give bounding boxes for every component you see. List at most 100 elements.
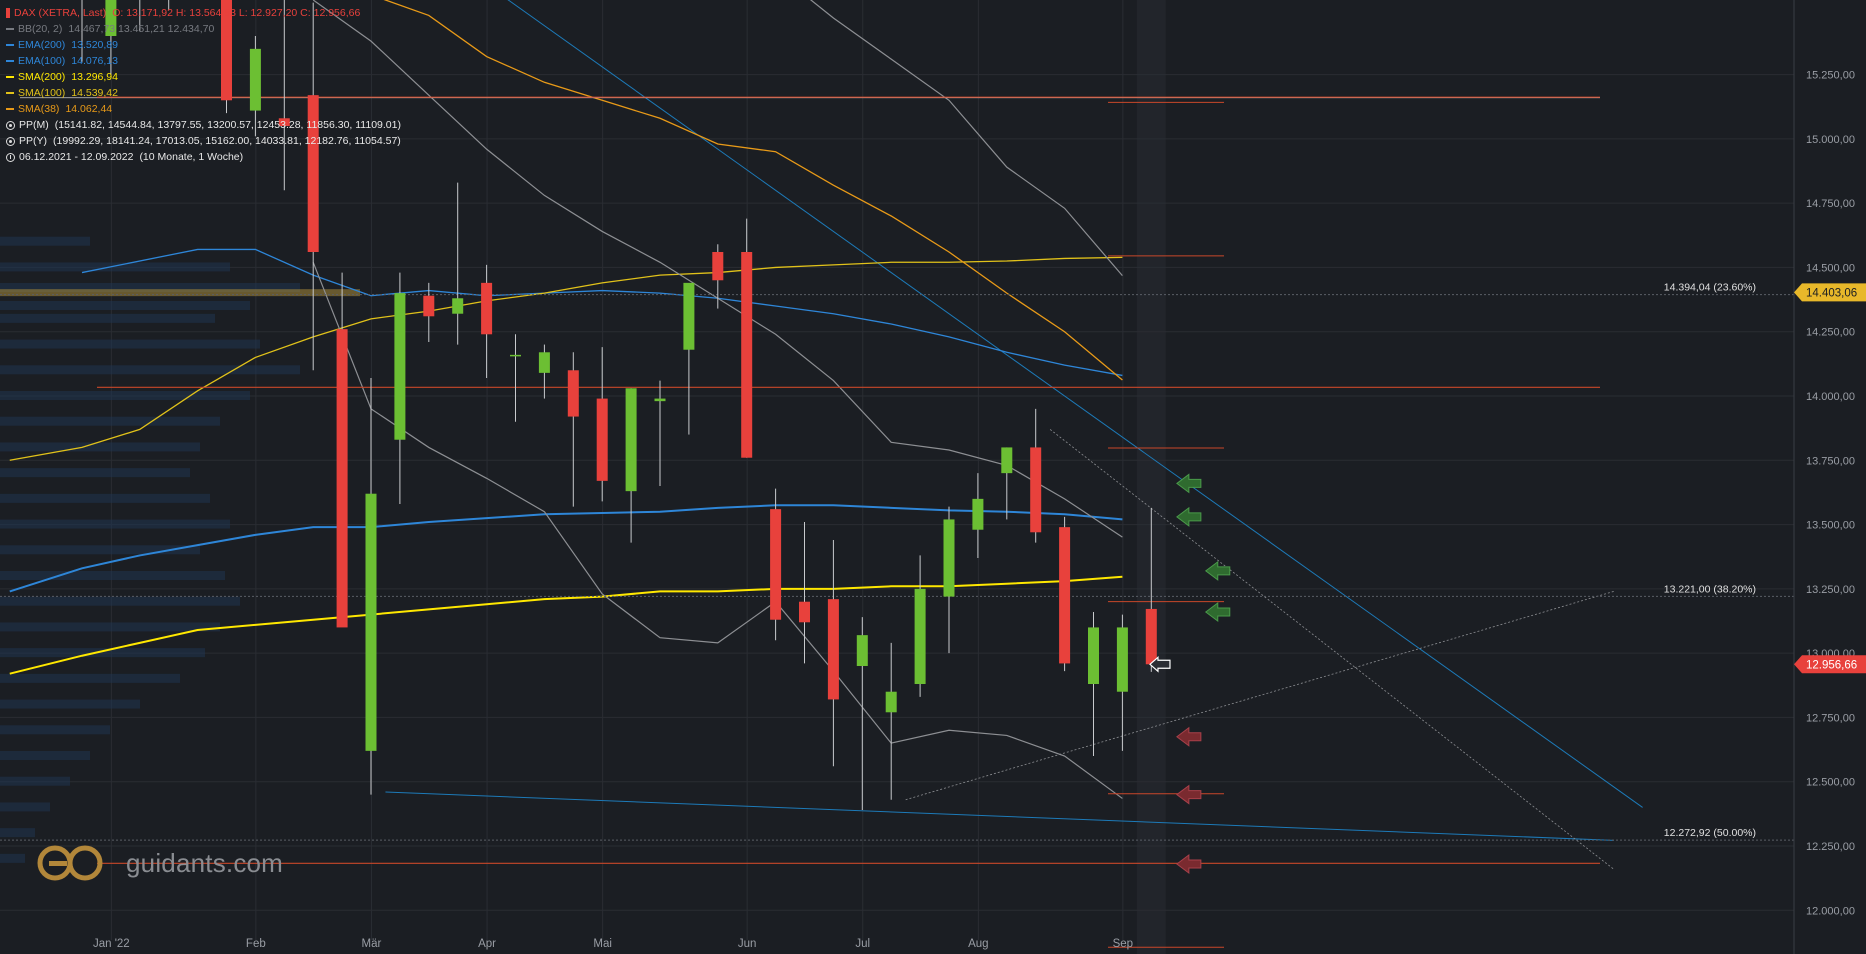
- candle[interactable]: [221, 0, 232, 114]
- candle[interactable]: [1145, 507, 1157, 672]
- legend-row[interactable]: PP(M) (15141.82, 14544.84, 13797.55, 1320…: [6, 117, 401, 133]
- price-tick-label: 13.250,00: [1806, 584, 1855, 596]
- candle-body[interactable]: [423, 295, 435, 317]
- candle-body[interactable]: [249, 48, 261, 111]
- candle[interactable]: [510, 334, 521, 422]
- legend-values: 13.296,94: [71, 71, 118, 83]
- candle-body[interactable]: [712, 252, 724, 281]
- price-label-text: 12.956,66: [1806, 659, 1857, 671]
- candle[interactable]: [452, 182, 464, 345]
- candle[interactable]: [481, 264, 493, 378]
- legend-row[interactable]: 06.12.2021 - 12.09.2022 (10 Monate, 1 Woc…: [6, 149, 401, 165]
- buy-arrow-icon: [1176, 473, 1202, 494]
- candle-body[interactable]: [827, 599, 839, 700]
- candle[interactable]: [885, 642, 897, 800]
- candle[interactable]: [249, 36, 261, 137]
- candles[interactable]: [77, 0, 1157, 810]
- price-tick-label: 14.750,00: [1806, 198, 1855, 210]
- candle-body[interactable]: [741, 252, 753, 458]
- candle-body[interactable]: [1088, 627, 1099, 684]
- candle[interactable]: [827, 540, 839, 767]
- candle-body[interactable]: [278, 118, 290, 126]
- candle-body[interactable]: [1059, 527, 1071, 664]
- volume-profile-bar: [0, 828, 35, 838]
- price-tick-label: 13.750,00: [1806, 455, 1855, 467]
- candle-body[interactable]: [307, 95, 319, 253]
- candle-body[interactable]: [770, 509, 782, 620]
- trend-line: [385, 791, 1614, 841]
- clock-icon: [6, 152, 15, 162]
- candle-body[interactable]: [336, 329, 348, 628]
- candle-body[interactable]: [625, 388, 637, 492]
- candle[interactable]: [770, 488, 782, 641]
- candle[interactable]: [77, 0, 88, 62]
- candle[interactable]: [799, 522, 810, 664]
- time-axis: Jan '22 Feb Mär Apr Mai Jun Jul Aug Sep: [93, 938, 1133, 950]
- candle[interactable]: [567, 352, 579, 507]
- candle-body[interactable]: [885, 691, 897, 713]
- volume-profile-bar: [0, 301, 250, 310]
- candle[interactable]: [365, 378, 377, 795]
- candle-body[interactable]: [538, 352, 550, 373]
- candle[interactable]: [1088, 612, 1099, 756]
- candle-body[interactable]: [365, 493, 377, 751]
- candle-body[interactable]: [1030, 447, 1042, 533]
- candle-body[interactable]: [452, 298, 464, 314]
- volume-profile-bar: [0, 262, 230, 272]
- candle-body[interactable]: [856, 635, 868, 666]
- candle-body[interactable]: [799, 601, 810, 623]
- candle[interactable]: [914, 555, 926, 697]
- candle[interactable]: [712, 244, 724, 309]
- candle[interactable]: [683, 282, 695, 435]
- candle-body[interactable]: [567, 370, 579, 417]
- candle[interactable]: [336, 272, 348, 628]
- candle[interactable]: [1059, 516, 1071, 672]
- candle[interactable]: [394, 272, 406, 504]
- candle-body[interactable]: [221, 0, 232, 101]
- legend-row[interactable]: EMA(100) 14.076,13: [6, 53, 401, 69]
- candle-body[interactable]: [596, 398, 608, 481]
- candle[interactable]: [625, 388, 637, 543]
- legend-row[interactable]: BB(20, 2) 14.467,73 13.451,21 12.434,70: [6, 21, 401, 37]
- candle[interactable]: [307, 2, 319, 371]
- candle[interactable]: [1001, 447, 1013, 520]
- candle-body[interactable]: [510, 354, 521, 357]
- pivot-icon: [6, 120, 15, 130]
- legend-row[interactable]: SMA(200) 13.296,94: [6, 69, 401, 85]
- candle-body[interactable]: [1145, 608, 1157, 665]
- candle-body[interactable]: [105, 0, 117, 36]
- candle[interactable]: [134, 0, 145, 31]
- candle-body[interactable]: [683, 282, 695, 350]
- candle[interactable]: [423, 282, 435, 342]
- candle-body[interactable]: [914, 588, 926, 684]
- candle[interactable]: [654, 380, 666, 486]
- candle[interactable]: [105, 0, 117, 75]
- candle-body[interactable]: [481, 282, 493, 335]
- candle[interactable]: [1116, 614, 1128, 751]
- legend-row[interactable]: PP(Y) (19992.29, 18141.24, 17013.05, 1516…: [6, 133, 401, 149]
- time-tick-label: Apr: [478, 938, 496, 950]
- volume-profile: [0, 236, 360, 863]
- legend-row[interactable]: EMA(200) 13.520,89: [6, 37, 401, 53]
- candle-body[interactable]: [1116, 627, 1128, 692]
- legend-row[interactable]: SMA(100) 14.539,42: [6, 85, 401, 101]
- legend-row[interactable]: DAX (XETRA, Last) O: 13.171,92 H: 13.564,…: [6, 5, 401, 21]
- candle-body[interactable]: [972, 498, 984, 530]
- candle[interactable]: [972, 473, 984, 558]
- candle[interactable]: [278, 0, 290, 191]
- candle-body[interactable]: [394, 293, 406, 440]
- candle[interactable]: [741, 218, 753, 458]
- candle[interactable]: [1030, 408, 1042, 543]
- candle[interactable]: [538, 344, 550, 399]
- time-tick-label: Sep: [1113, 938, 1133, 950]
- candle[interactable]: [943, 506, 955, 654]
- candle-body[interactable]: [943, 519, 955, 597]
- candle[interactable]: [856, 617, 868, 810]
- candle-body[interactable]: [1001, 447, 1013, 474]
- legend-row[interactable]: SMA(38) 14.062,44: [6, 101, 401, 117]
- candle-body[interactable]: [654, 398, 666, 402]
- current-week-band: [1136, 0, 1166, 954]
- candle[interactable]: [596, 347, 608, 502]
